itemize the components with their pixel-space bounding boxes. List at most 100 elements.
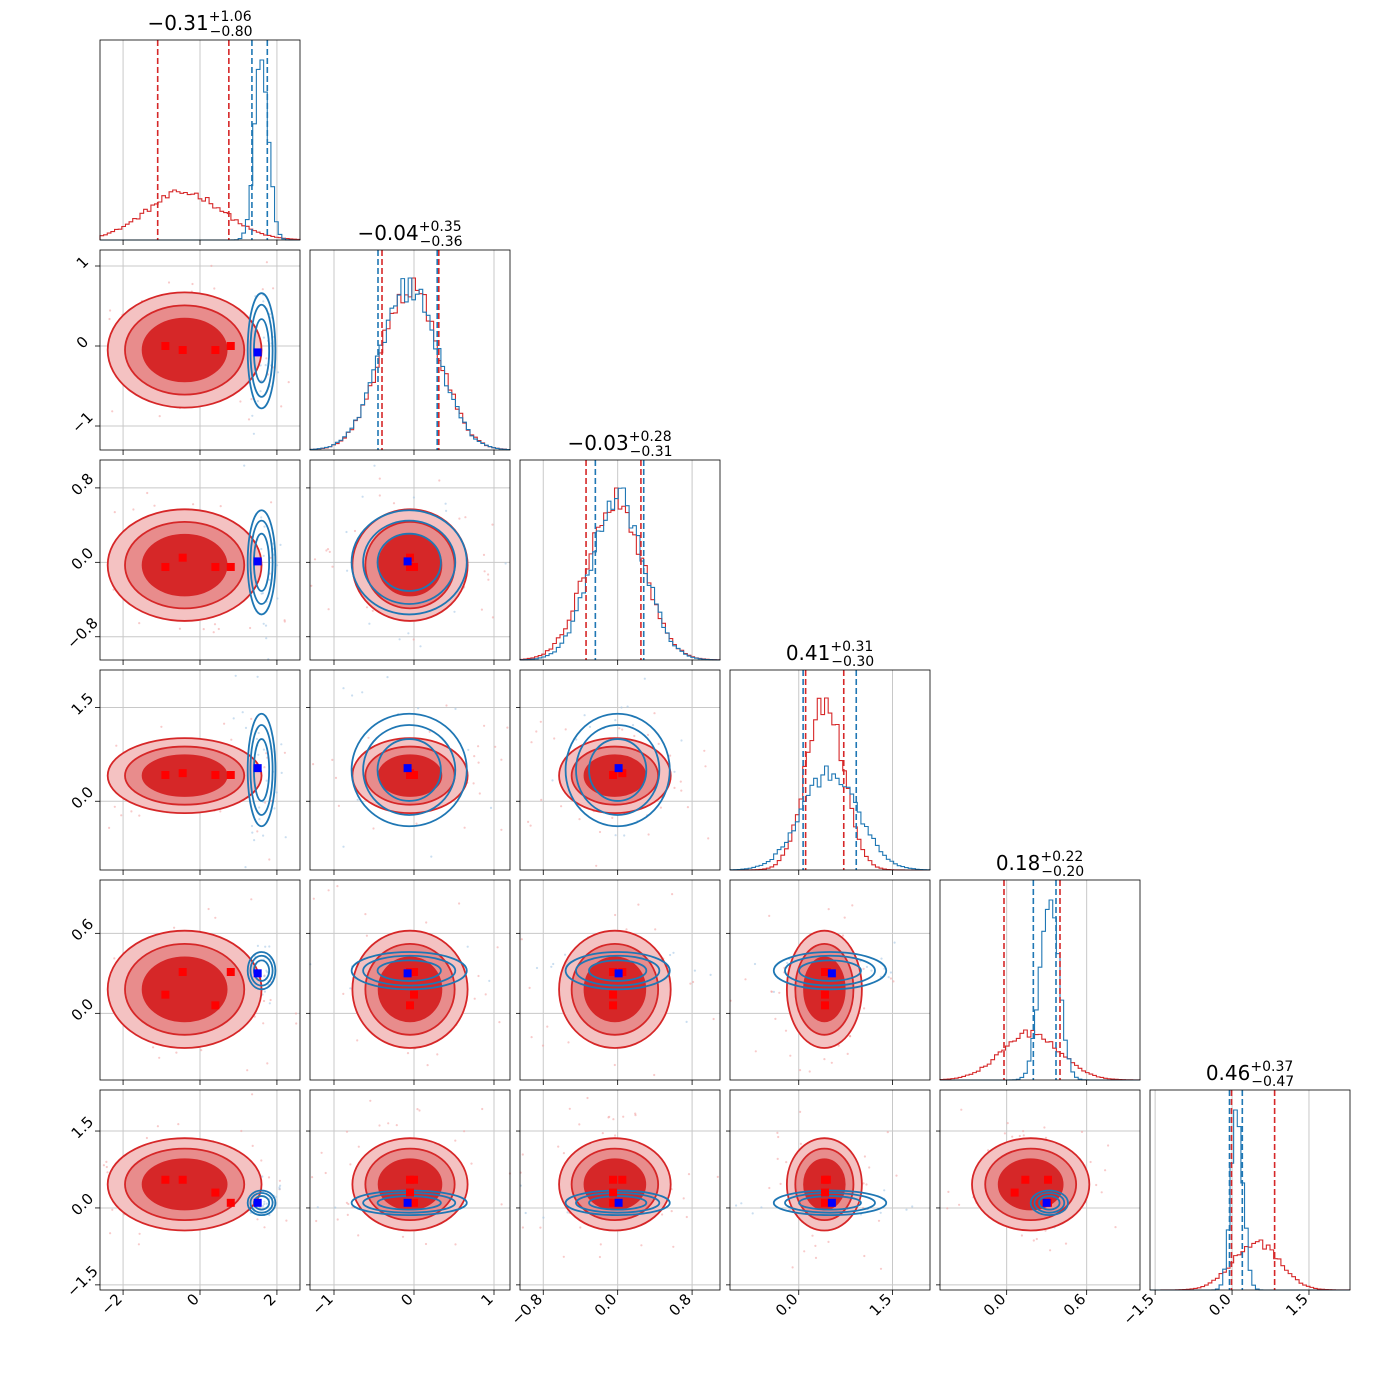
scatter-point-red (472, 782, 475, 785)
scatter-point-red (266, 1062, 269, 1065)
scatter-point-red (214, 916, 217, 919)
scatter-point-red (264, 801, 267, 804)
y-tick-label: 0.0 (68, 1190, 98, 1220)
marker-red (1044, 1175, 1052, 1184)
scatter-point-red (687, 1173, 691, 1176)
scatter-point-red (785, 1161, 788, 1164)
scatter-point-red (251, 1144, 254, 1147)
histogram-red (729, 697, 930, 871)
panel-1-0 (95, 249, 301, 455)
scatter-point-red (879, 1267, 883, 1270)
scatter-point-red (621, 728, 624, 731)
panel-title: −0.04+0.35 −0.36 (357, 219, 462, 250)
scatter-point-blue (345, 530, 348, 534)
scatter-point-red (223, 722, 226, 725)
scatter-point-red (426, 1064, 429, 1067)
scatter-point-red (268, 858, 271, 861)
scatter-point-blue (342, 687, 345, 690)
scatter-point-blue (504, 562, 507, 565)
scatter-point-red (115, 744, 118, 747)
scatter-point-red (250, 898, 253, 901)
scatter-point-red (598, 830, 602, 834)
panel-2-0 (95, 459, 301, 665)
scatter-point-red (886, 1131, 889, 1134)
contour-blue-1 (362, 519, 457, 605)
scatter-point-blue (262, 834, 265, 837)
histogram-red (99, 189, 301, 240)
contour-red-outer (106, 737, 263, 815)
scatter-point-red (326, 548, 330, 551)
scatter-point-red (106, 1171, 109, 1174)
scatter-point-red (707, 837, 710, 840)
contour-blue-2 (246, 292, 277, 410)
contour-blue-0 (1038, 1195, 1061, 1211)
scatter-point-red (895, 1174, 898, 1177)
scatter-point-red (240, 1129, 243, 1133)
marker-red (410, 990, 418, 999)
scatter-point-red (768, 914, 771, 918)
scatter-point-blue (262, 748, 265, 751)
scatter-point-red (438, 479, 441, 482)
panel-4-1 (306, 879, 511, 1085)
scatter-point-red (491, 616, 494, 619)
panel-frame (309, 249, 511, 451)
scatter-point-blue (583, 714, 586, 717)
histogram-blue (309, 277, 511, 451)
scatter-point-red (861, 1206, 865, 1209)
marker-blue (827, 969, 836, 978)
scatter-point-red (239, 400, 242, 403)
contours (106, 1137, 277, 1232)
scatter-point-red (1043, 1126, 1046, 1129)
scatter-point-red (827, 1240, 830, 1243)
contour-blue-1 (575, 1192, 661, 1214)
scatter-point-blue (524, 1211, 527, 1215)
scatter-point-red (342, 992, 345, 996)
marker-red (821, 1188, 829, 1197)
scatter-point-blue (588, 725, 592, 729)
scatter-point-red (1006, 1122, 1009, 1125)
scatter-point-red (267, 1176, 271, 1179)
scatter-point-red (530, 1036, 533, 1039)
marker-red (211, 346, 220, 354)
scatter-point-blue (551, 779, 554, 782)
scatter-point-red (877, 1219, 881, 1222)
marker-red (406, 1188, 414, 1197)
scatter-point-blue (316, 1206, 319, 1209)
scatter-point-red (776, 1157, 779, 1160)
scatter-point-red (246, 1069, 249, 1072)
contours (558, 712, 672, 828)
panel-4-3 (726, 879, 931, 1085)
scatter-point-red (337, 804, 340, 808)
scatter-point-blue (260, 592, 263, 595)
marker-red (211, 1188, 220, 1197)
scatter-point-red (811, 1234, 814, 1237)
scatter-point-blue (489, 806, 493, 810)
marker-red (211, 562, 220, 571)
scatter-point-red (1018, 1134, 1021, 1138)
contour-red-outer (106, 1137, 263, 1232)
title-plus: +0.31 (830, 639, 873, 655)
marker-blue (253, 969, 262, 978)
scatter-point-red (480, 608, 483, 611)
scatter-point-red (614, 913, 617, 917)
x-tick-label: −1.5 (1119, 1290, 1157, 1328)
contours (772, 929, 888, 1049)
y-tick-label: −1 (68, 408, 96, 436)
contour-blue-1 (784, 954, 876, 987)
marker-red (609, 968, 618, 976)
scatter-point-red (774, 1017, 777, 1021)
scatter-point-red (262, 999, 266, 1003)
contour-blue-0 (798, 1195, 862, 1211)
scatter-point-blue (552, 962, 555, 966)
scatter-point-red (345, 1201, 348, 1204)
scatter-point-red (378, 1124, 381, 1127)
scatter-point-red (473, 997, 476, 1000)
scatter-point-blue (911, 1205, 914, 1208)
contour-blue-0 (588, 959, 648, 982)
scatter-point-red (799, 1142, 803, 1145)
scatter-point-red (108, 317, 111, 321)
contour-red-inner (141, 956, 228, 1023)
scatter-point-red (336, 885, 339, 888)
scatter-point-red (562, 1255, 565, 1258)
scatter-point-red (294, 1012, 298, 1015)
